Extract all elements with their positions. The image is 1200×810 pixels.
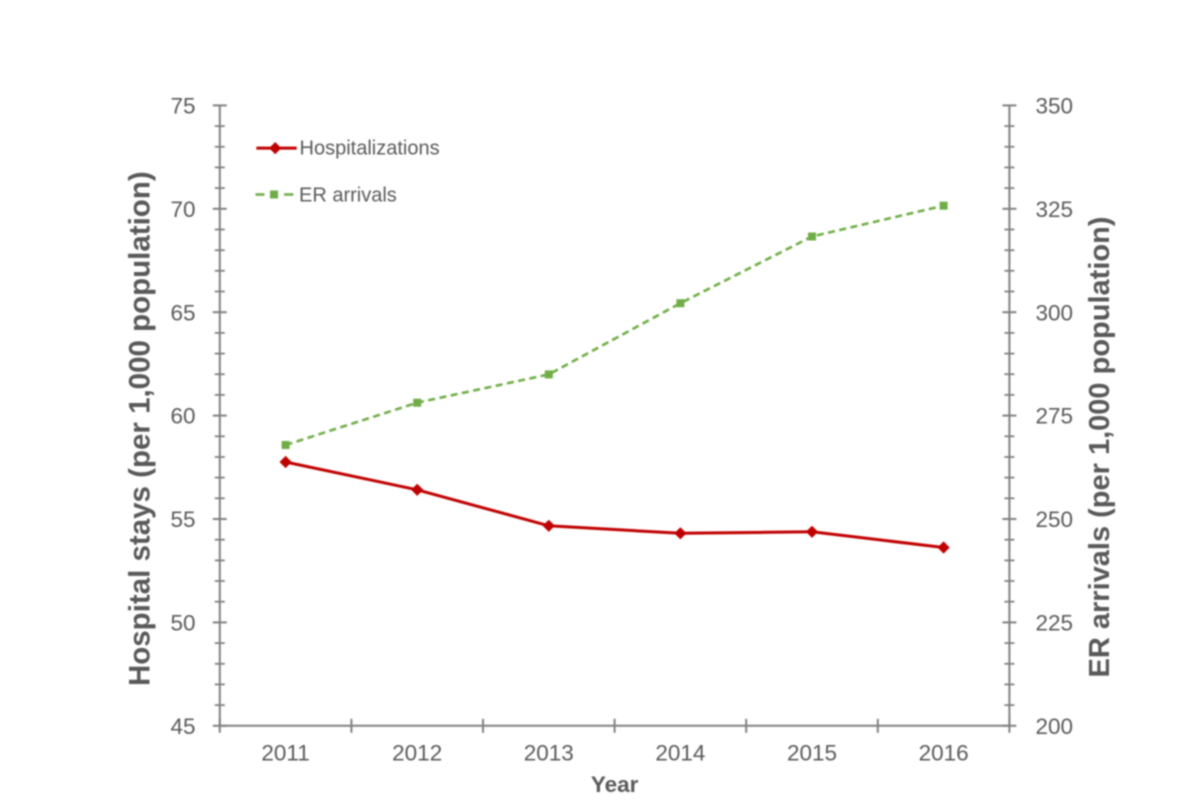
svg-text:Year: Year [591,772,639,797]
svg-text:2015: 2015 [787,741,837,766]
svg-text:2014: 2014 [655,741,705,766]
svg-text:250: 250 [1036,507,1074,532]
svg-text:200: 200 [1036,714,1074,739]
svg-text:60: 60 [170,404,195,429]
svg-text:2011: 2011 [261,741,309,766]
svg-text:55: 55 [170,507,195,532]
svg-text:225: 225 [1036,610,1074,635]
svg-text:65: 65 [170,300,195,325]
svg-text:300: 300 [1036,300,1074,325]
svg-text:325: 325 [1036,197,1074,222]
svg-text:2012: 2012 [392,741,442,766]
svg-text:350: 350 [1036,94,1074,119]
svg-text:2013: 2013 [524,741,574,766]
svg-text:45: 45 [170,714,195,739]
svg-text:275: 275 [1036,404,1074,429]
svg-text:50: 50 [170,610,195,635]
svg-text:ER arrivals: ER arrivals [299,185,397,207]
svg-text:Hospitalizations: Hospitalizations [300,137,440,159]
svg-text:70: 70 [170,197,195,222]
svg-text:Hospital stays (per 1,000 popu: Hospital stays (per 1,000 population) [124,171,157,686]
svg-text:ER arrivals (per 1,000 populat: ER arrivals (per 1,000 population) [1084,217,1116,678]
svg-text:2016: 2016 [919,741,969,766]
svg-text:75: 75 [170,94,195,119]
